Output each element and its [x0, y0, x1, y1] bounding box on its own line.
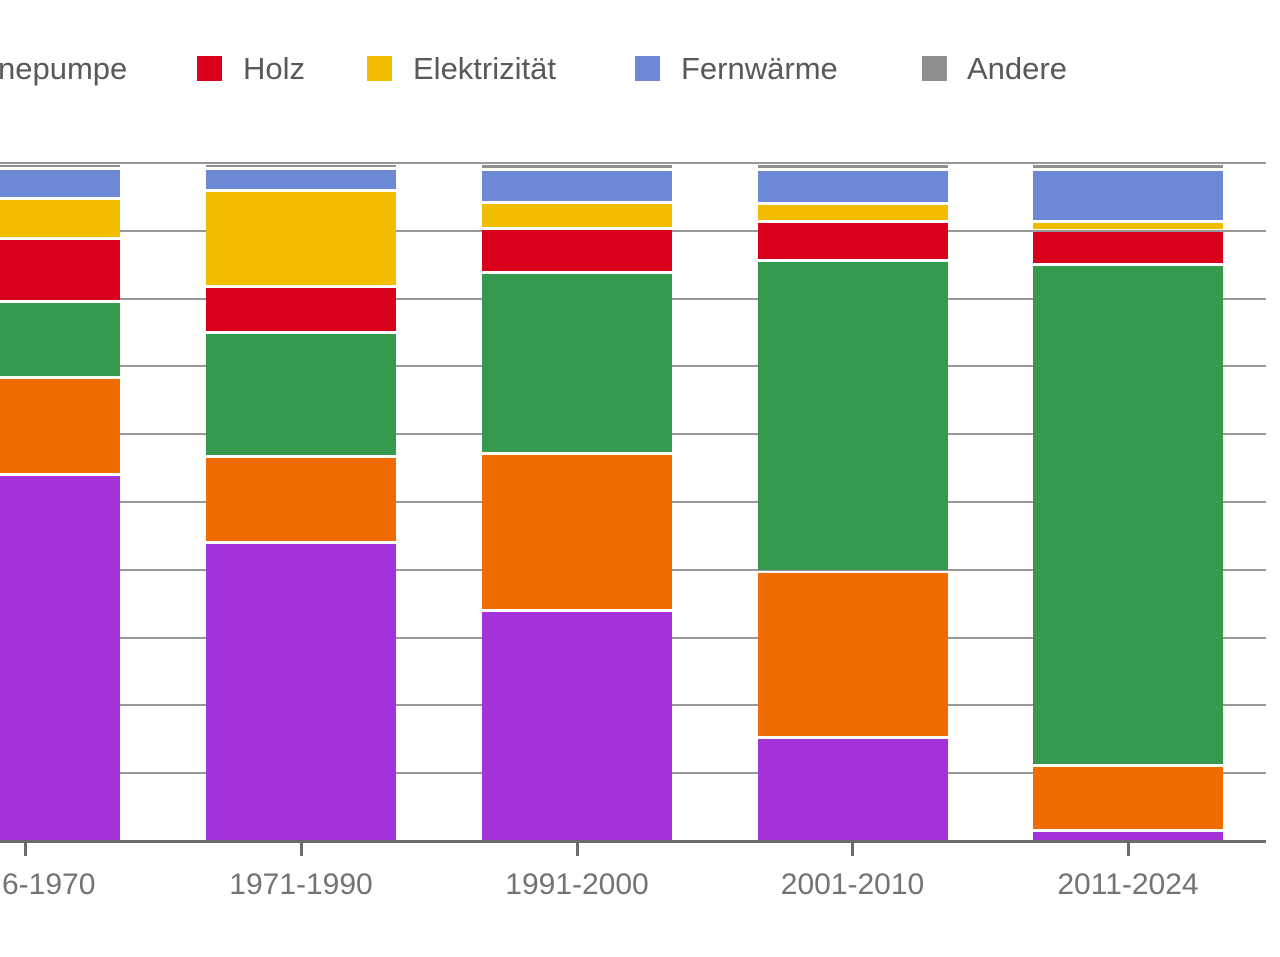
bar-1971-1990	[206, 0, 396, 843]
legend-swatch-andere	[922, 56, 947, 81]
bar-segment-fernwaerme-6-1970[interactable]	[0, 169, 120, 197]
x-axis-label-6-1970: 6-1970	[2, 868, 96, 901]
bar-segment-fernwaerme-2011-2024[interactable]	[1033, 171, 1223, 221]
legend-label: Fernwärme	[681, 51, 838, 86]
bar-segment-orange-2011-2024[interactable]	[1033, 767, 1223, 830]
x-axis-tick-2001-2010	[851, 843, 854, 856]
bar-segment-elektrizitaet-1991-2000[interactable]	[482, 203, 672, 228]
gridline-100pct	[0, 162, 1266, 164]
legend-label: Andere	[967, 51, 1067, 86]
bar-segment-andere-2001-2010[interactable]	[757, 164, 948, 169]
bar-6-1970	[0, 0, 120, 843]
bar-segment-fernwaerme-2001-2010[interactable]	[757, 171, 948, 203]
bar-segment-andere-1971-1990[interactable]	[206, 164, 396, 167]
bar-segment-violett-2011-2024[interactable]	[1033, 832, 1223, 843]
bar-segment-violett-2001-2010[interactable]	[757, 738, 948, 843]
bar-2001-2010	[757, 0, 948, 843]
bar-segment-holz-2011-2024[interactable]	[1033, 232, 1223, 264]
bar-segment-holz-1991-2000[interactable]	[482, 230, 672, 272]
bar-segment-elektrizitaet-1971-1990[interactable]	[206, 191, 396, 285]
bar-segment-waermepumpe-1991-2000[interactable]	[482, 274, 672, 452]
bar-segment-waermepumpe-6-1970[interactable]	[0, 302, 120, 377]
bar-segment-orange-1971-1990[interactable]	[206, 458, 396, 542]
bar-segment-fernwaerme-1971-1990[interactable]	[206, 169, 396, 189]
bar-segment-elektrizitaet-6-1970[interactable]	[0, 199, 120, 237]
bar-segment-violett-1991-2000[interactable]	[482, 611, 672, 843]
bar-segment-violett-6-1970[interactable]	[0, 476, 120, 843]
bar-segment-andere-2011-2024[interactable]	[1033, 164, 1223, 169]
bar-segment-andere-6-1970[interactable]	[0, 164, 120, 167]
bar-segment-holz-6-1970[interactable]	[0, 239, 120, 300]
x-axis-tick-2011-2024	[1126, 843, 1130, 856]
bar-2011-2024	[1033, 0, 1223, 843]
legend-swatch-elektrizität	[367, 56, 392, 81]
legend-swatch-holz	[197, 56, 222, 81]
bar-segment-waermepumpe-1971-1990[interactable]	[206, 334, 396, 456]
x-axis-label-2001-2010: 2001-2010	[780, 868, 925, 901]
x-axis-tick-1991-2000	[575, 843, 579, 856]
legend-label: Holz	[243, 51, 306, 86]
bar-1991-2000	[482, 0, 672, 843]
x-axis-label-2011-2024: 2011-2024	[1057, 868, 1199, 901]
bar-segment-elektrizitaet-2001-2010[interactable]	[757, 205, 948, 221]
bar-segment-orange-2001-2010[interactable]	[757, 572, 948, 736]
bar-segment-holz-1971-1990[interactable]	[206, 287, 396, 331]
x-axis-line	[0, 840, 1266, 843]
bar-segment-holz-2001-2010[interactable]	[757, 223, 948, 260]
bar-segment-orange-1991-2000[interactable]	[482, 454, 672, 609]
x-axis-label-1991-2000: 1991-2000	[505, 868, 649, 901]
bar-segment-violett-1971-1990[interactable]	[206, 544, 396, 843]
bar-segment-orange-6-1970[interactable]	[0, 379, 120, 474]
bar-segment-elektrizitaet-2011-2024[interactable]	[1033, 223, 1223, 230]
x-axis-tick-6-1970	[23, 843, 27, 856]
legend-label: Elektrizität	[413, 51, 556, 86]
x-axis-tick-1971-1990	[299, 843, 303, 856]
legend-label: nepumpe	[0, 51, 128, 86]
bar-segment-fernwaerme-1991-2000[interactable]	[482, 171, 672, 201]
x-axis-label-1971-1990: 1971-1990	[229, 868, 373, 901]
bar-segment-andere-1991-2000[interactable]	[482, 164, 672, 169]
bar-segment-waermepumpe-2001-2010[interactable]	[757, 262, 948, 570]
bar-segment-waermepumpe-2011-2024[interactable]	[1033, 266, 1223, 765]
legend-swatch-fernwärme	[635, 56, 660, 81]
